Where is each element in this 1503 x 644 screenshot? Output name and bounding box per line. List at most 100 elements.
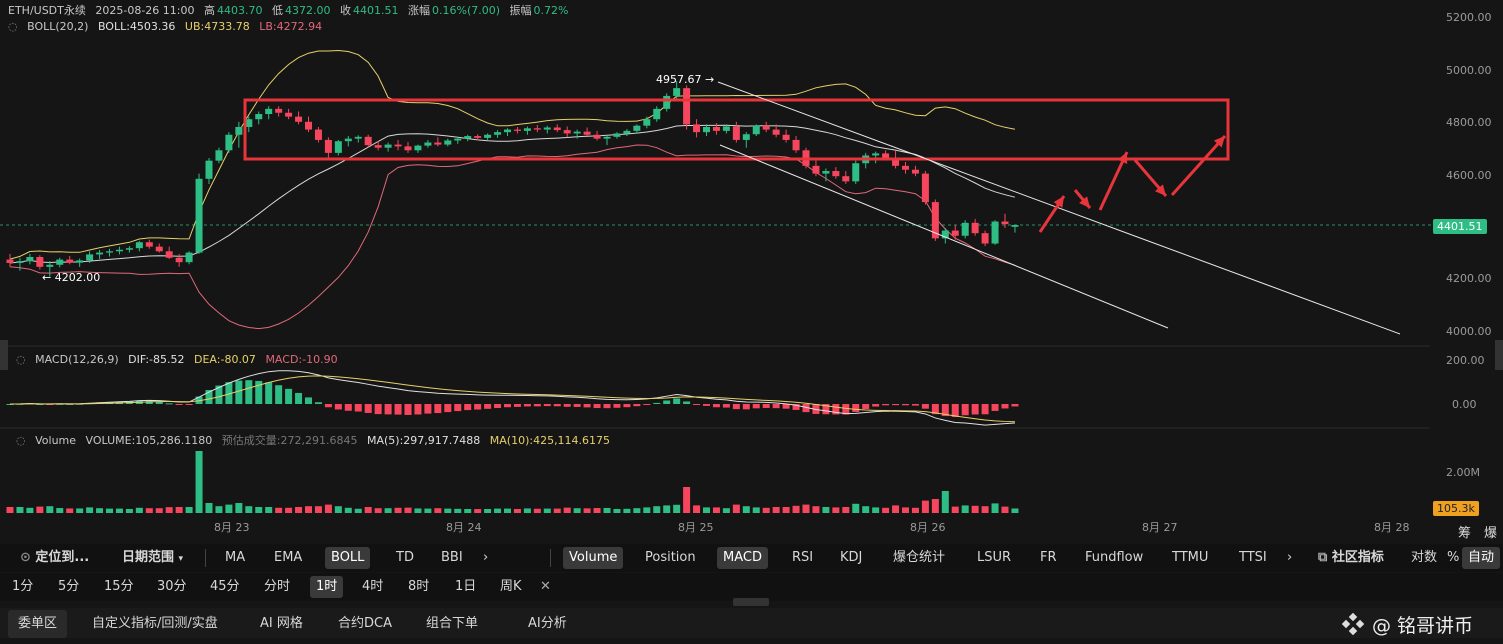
volume-bar: [135, 507, 143, 513]
bell-icon[interactable]: ◌: [16, 353, 26, 366]
candle-body: [513, 129, 521, 131]
community-indicator-button[interactable]: ⧉ 社区指标: [1318, 544, 1384, 572]
volume-bar: [892, 505, 900, 513]
sub-liquidation[interactable]: 爆仓统计: [893, 550, 946, 565]
interval-15m[interactable]: 15分: [104, 579, 134, 594]
order-area-tab[interactable]: 委单区: [8, 610, 68, 638]
candle-body: [76, 260, 84, 263]
left-edge-handle[interactable]: [0, 340, 8, 370]
date-range-button[interactable]: 日期范围 ▾: [122, 544, 183, 572]
volume-bar: [902, 507, 909, 513]
candle-body: [155, 246, 163, 252]
candle-body: [404, 146, 412, 151]
boll-name[interactable]: BOLL(20,2): [27, 20, 89, 33]
divider: [550, 549, 551, 567]
volume-bar: [722, 508, 730, 513]
sub-rsi[interactable]: RSI: [792, 550, 814, 565]
macd-value: MACD:-10.90: [265, 353, 338, 366]
volume-bar: [324, 504, 332, 513]
interval-1h[interactable]: 1时: [310, 576, 344, 598]
macd-histogram-bar: [344, 404, 352, 411]
custom-indicator-tab[interactable]: 自定义指标/回测/实盘: [92, 616, 218, 631]
interval-45m[interactable]: 45分: [210, 579, 240, 594]
combo-order-tab[interactable]: 组合下单: [426, 616, 479, 631]
candle-body: [314, 129, 322, 140]
macd-histogram-bar: [802, 404, 810, 413]
candle-body: [464, 136, 472, 139]
close-icon[interactable]: ✕: [540, 579, 551, 594]
candle-body: [474, 136, 482, 138]
candle-body: [454, 138, 462, 141]
interval-1d[interactable]: 1日: [455, 579, 477, 594]
sub-lsur[interactable]: LSUR: [977, 550, 1012, 565]
volume-bar: [394, 507, 402, 513]
panel-collapse-handle[interactable]: [733, 598, 769, 606]
high-label: 高: [204, 4, 215, 17]
sub-macd[interactable]: MACD: [717, 547, 768, 569]
interval-4h[interactable]: 4时: [362, 579, 384, 594]
candle-body: [732, 126, 740, 140]
candle-body: [971, 222, 979, 234]
sub-fr[interactable]: FR: [1040, 550, 1057, 565]
date-tick: 8月 23: [214, 521, 250, 534]
boll-mid: BOLL:4503.36: [97, 20, 176, 33]
volume-bar: [523, 508, 531, 513]
ai-grid-tab[interactable]: AI 网格: [260, 616, 303, 631]
external-icon: ⧉: [1318, 550, 1332, 565]
interval-week[interactable]: 周K: [500, 579, 522, 594]
sub-kdj[interactable]: KDJ: [840, 550, 863, 565]
low-label: 低: [272, 4, 283, 17]
interval-8h[interactable]: 8时: [408, 579, 430, 594]
interval-5m[interactable]: 5分: [58, 579, 80, 594]
volume-name[interactable]: Volume: [35, 434, 77, 447]
macd-histogram-bar: [693, 404, 701, 405]
chips-button[interactable]: 筹: [1458, 526, 1472, 541]
candle-body: [693, 124, 701, 133]
volume-bar: [414, 508, 422, 513]
volume-bar: [444, 508, 452, 513]
kline-chart[interactable]: [0, 0, 1503, 540]
sub-fundflow[interactable]: Fundflow: [1085, 550, 1144, 565]
sub-ttmu[interactable]: TTMU: [1172, 550, 1209, 565]
macd-histogram-bar: [961, 404, 969, 416]
candle-body: [961, 222, 969, 236]
macd-histogram-bar: [862, 404, 870, 410]
sub-position[interactable]: Position: [645, 550, 696, 565]
candle-body: [663, 95, 671, 109]
auto-scale-button[interactable]: 自动: [1462, 547, 1501, 569]
interval-30m[interactable]: 30分: [157, 579, 187, 594]
volume-bar: [653, 506, 661, 513]
indicator-bbi[interactable]: BBI: [441, 550, 463, 565]
right-edge-handle[interactable]: [1495, 340, 1503, 370]
candle-body: [593, 134, 601, 139]
volume-tick: 2.00M: [1446, 466, 1480, 479]
collapse-icon[interactable]: ◌: [8, 20, 18, 33]
chevron-right-icon[interactable]: ›: [1287, 550, 1293, 565]
volume-bar: [882, 507, 890, 513]
log-scale-button[interactable]: 对数: [1411, 550, 1438, 565]
macd-histogram-bar: [364, 404, 372, 413]
interval-timeline[interactable]: 分时: [264, 579, 291, 594]
volume-collapse-icon[interactable]: ◌: [16, 434, 26, 447]
indicator-ema[interactable]: EMA: [274, 550, 303, 565]
sub-volume[interactable]: Volume: [563, 547, 624, 569]
contract-dca-tab[interactable]: 合约DCA: [338, 616, 392, 631]
percent-scale-button[interactable]: %: [1447, 550, 1460, 565]
candle-body: [921, 173, 929, 203]
macd-histogram-bar: [703, 404, 710, 406]
ai-analysis-tab[interactable]: AI分析: [528, 616, 567, 631]
indicator-boll[interactable]: BOLL: [325, 547, 371, 569]
liquidation-button[interactable]: 爆: [1484, 526, 1498, 541]
candle-body: [324, 139, 332, 153]
chevron-right-icon[interactable]: ›: [483, 550, 489, 565]
low-value: 4372.00: [285, 4, 331, 17]
interval-1m[interactable]: 1分: [12, 579, 34, 594]
macd-histogram-bar: [295, 392, 303, 404]
sub-ttsi[interactable]: TTSI: [1239, 550, 1267, 565]
locate-button[interactable]: ⊙ 定位到...: [20, 544, 89, 572]
volume-bar: [1011, 508, 1019, 513]
indicator-td[interactable]: TD: [396, 550, 414, 565]
indicator-ma[interactable]: MA: [225, 550, 246, 565]
macd-name[interactable]: MACD(12,26,9): [35, 353, 119, 366]
candle-body: [882, 153, 890, 159]
